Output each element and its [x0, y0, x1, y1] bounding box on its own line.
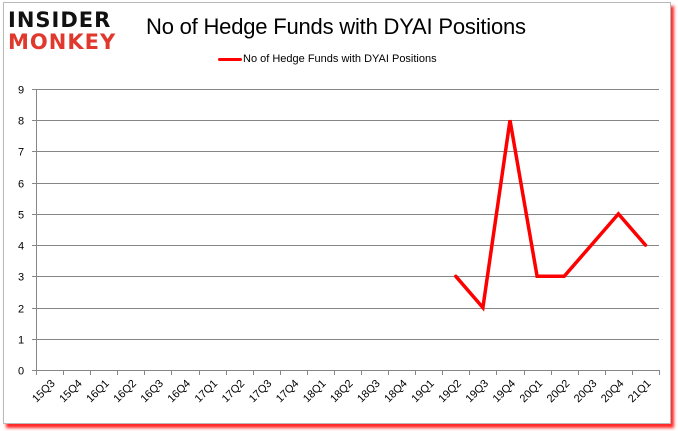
x-tick-label: 19Q4 — [491, 378, 519, 406]
y-tick-label: 7 — [18, 147, 24, 159]
x-tick-label: 20Q3 — [572, 378, 600, 406]
gridlines — [32, 89, 659, 340]
legend-label: No of Hedge Funds with DYAI Positions — [243, 53, 437, 65]
x-axis-tick-labels: 15Q3 15Q4 16Q1 16Q2 16Q3 16Q4 17Q1 17Q2 17Q3 17Q4… — [30, 378, 653, 406]
y-tick-label: 1 — [18, 335, 24, 347]
y-tick-label: 9 — [18, 85, 24, 97]
x-tick-label: 17Q1 — [193, 378, 221, 406]
x-tick-label: 15Q4 — [57, 378, 85, 406]
y-axis-tick-labels: 0 1 2 3 4 5 6 7 8 9 — [18, 85, 24, 378]
logo-line-2: MONKEY — [8, 30, 117, 54]
x-tick-label: 19Q3 — [464, 378, 492, 406]
x-tick-label: 20Q1 — [518, 378, 546, 406]
x-tick-label: 17Q3 — [247, 378, 275, 406]
x-tick-label: 21Q1 — [626, 378, 654, 406]
x-tick-label: 20Q4 — [599, 378, 627, 406]
x-tick-label: 15Q3 — [30, 378, 58, 406]
x-tick-label: 18Q3 — [355, 378, 383, 406]
x-tick-label: 16Q4 — [166, 378, 194, 406]
chart-title: No of Hedge Funds with DYAI Positions — [146, 14, 526, 39]
x-tick-label: 17Q2 — [220, 378, 248, 406]
x-tick-label: 18Q2 — [328, 378, 356, 406]
x-tick-label: 20Q2 — [545, 378, 573, 406]
logo-line-1: INSIDER — [8, 8, 112, 32]
y-tick-label: 2 — [18, 304, 24, 316]
chart-frame — [3, 2, 671, 424]
y-tick-label: 0 — [18, 366, 24, 378]
x-tick-label: 18Q1 — [301, 378, 329, 406]
x-tick-label: 19Q2 — [436, 378, 464, 406]
x-tick-label: 18Q4 — [382, 378, 410, 406]
chart-legend: No of Hedge Funds with DYAI Positions — [218, 53, 437, 65]
legend-line-swatch-icon — [218, 57, 242, 61]
y-tick-label: 5 — [18, 210, 24, 222]
y-tick-label: 3 — [18, 272, 24, 284]
series-line — [454, 119, 648, 312]
x-tick-label: 16Q2 — [111, 378, 139, 406]
x-tick-label: 16Q3 — [138, 378, 166, 406]
y-tick-label: 8 — [18, 116, 24, 128]
y-tick-label: 6 — [18, 179, 24, 191]
x-tick-label: 16Q1 — [84, 378, 112, 406]
axes — [32, 89, 660, 375]
data-series-line — [454, 119, 648, 312]
x-tick-label: 19Q1 — [409, 378, 437, 406]
insider-monkey-logo: INSIDER MONKEY — [8, 8, 126, 54]
x-tick-label: 17Q4 — [274, 378, 302, 406]
y-tick-label: 4 — [18, 241, 24, 253]
